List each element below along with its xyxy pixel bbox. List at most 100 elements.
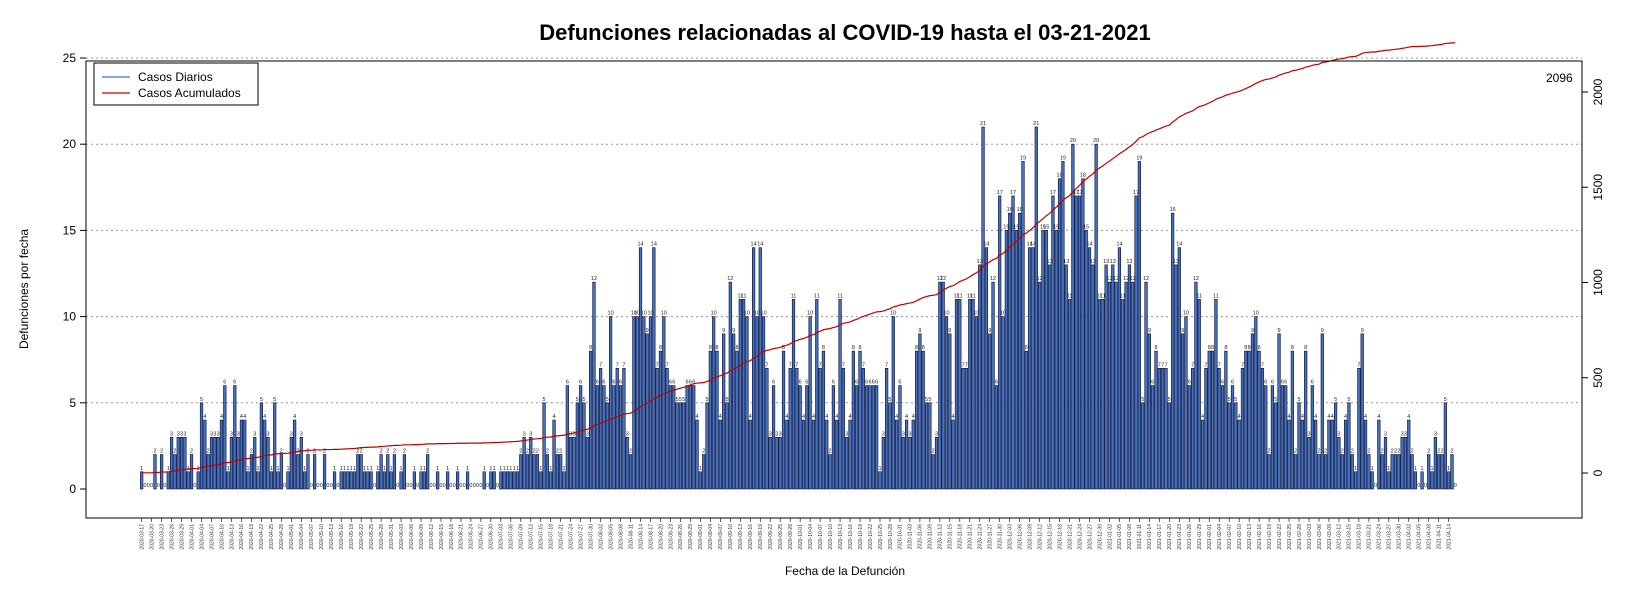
x-tick-label: 2020-04-25 [269,524,275,550]
bar [402,454,406,490]
bar-value-label: 2 [190,449,193,455]
bar [1370,471,1374,490]
bar-value-label: 6 [1151,380,1154,386]
x-tick-label: 2020-12-27 [1087,524,1093,550]
bar-value-label: 8 [1154,345,1157,351]
bar-value-label: 0 [443,483,446,489]
bar-value-label: 1 [140,466,143,472]
x-tick-label: 2020-04-07 [209,524,215,550]
bar-value-label: 15 [1013,224,1019,230]
bar-value-label: 9 [1361,328,1364,334]
x-tick-label: 2021-01-11 [1137,524,1143,549]
bar [831,385,836,490]
bar-value-label: 4 [1201,414,1204,420]
bar-value-label: 10 [1183,311,1189,317]
bar [1284,385,1288,490]
bar-value-label: 2 [546,449,549,455]
bar-value-label: 1 [499,466,502,472]
bar-value-label: 6 [619,380,622,386]
bar [1347,402,1351,490]
bar [549,471,553,490]
bar-value-label: 15 [1043,224,1049,230]
legend: Casos Diarios Casos Acumulados [93,62,259,106]
bar [642,316,646,490]
bar [1051,195,1055,490]
bar-value-label: 2 [533,449,536,455]
bar-value-label: 2 [360,449,363,455]
y2-tick-label: 500 [1591,367,1605,387]
bar-value-label: 1 [363,466,366,472]
x-tick-label: 2020-12-21 [1067,524,1073,550]
bar [885,368,889,490]
bar-value-label: 11 [1120,293,1126,299]
bar [1054,230,1058,490]
bar-value-label: 2 [403,449,406,455]
bar-value-label: 16 [1170,207,1176,213]
bar-value-label: 9 [1251,328,1254,334]
bar [1018,212,1022,490]
x-tick-label: 2021-01-23 [1177,524,1183,550]
bar-value-label: 2 [536,449,539,455]
bar-value-label: 11 [814,293,820,299]
bar-value-label: 5 [1274,397,1277,403]
bar-value-label: 8 [1211,345,1214,351]
bar [422,471,426,490]
x-tick-label: 2021-03-15 [1347,524,1353,550]
bar-value-label: 1 [1387,466,1390,472]
bar [1131,281,1135,490]
bar-value-label: 1 [699,466,702,472]
bar-value-label: 10 [631,311,637,317]
bar-value-label: 5 [706,397,709,403]
bar-value-label: 9 [732,328,735,334]
bar-value-label: 0 [416,483,419,489]
bar-value-label: 7 [862,362,865,368]
bar [386,454,390,490]
bar [229,436,234,490]
bar [519,454,523,490]
x-tick-label: 2020-10-25 [878,524,884,550]
x-tick-label: 2020-12-12 [1037,524,1043,550]
bar [725,402,729,490]
bar-value-label: 1 [466,466,469,472]
bar-value-label: 4 [696,414,699,420]
bar-value-label: 1 [483,466,486,472]
bar-value-label: 7 [795,362,798,368]
bar-value-label: 5 [725,397,728,403]
bar [1393,454,1398,490]
bar [991,281,995,490]
bar-value-label: 3 [529,431,532,437]
bar-value-label: 8 [1258,345,1261,351]
x-tick-label: 2020-12-15 [1047,524,1053,550]
bar-value-label: 11 [791,293,797,299]
grid-lines [86,57,1582,404]
bar [509,471,513,490]
bar [1200,419,1205,490]
bar [791,299,796,490]
y-tick-label: 20 [63,137,77,151]
bar [1064,264,1068,490]
bar-value-label: 13 [1090,259,1096,265]
bar [1403,436,1408,490]
bar [545,454,549,490]
bar [648,316,653,490]
bar-value-label: 10 [807,311,813,317]
bar [1387,471,1391,490]
bar-value-label: 4 [240,414,243,420]
bar [269,471,273,490]
x-tick-label: 2020-04-01 [189,524,195,550]
bar [702,454,706,490]
bar-value-label: 0 [330,483,333,489]
bar-value-label: 4 [220,414,223,420]
bar [1161,368,1165,490]
bar [1274,402,1278,490]
bar-value-label: 12 [940,276,946,282]
daily-bars [140,126,1454,490]
bar-value-label: 4 [203,414,206,420]
bar-value-label: 7 [1357,362,1360,368]
bar [565,385,569,490]
bar [1277,333,1281,490]
bar-value-label: 2 [426,449,429,455]
x-tick-label: 2020-09-07 [718,524,724,550]
x-tick-label: 2021-02-01 [1207,524,1213,550]
bar-value-label: 2 [1397,449,1400,455]
